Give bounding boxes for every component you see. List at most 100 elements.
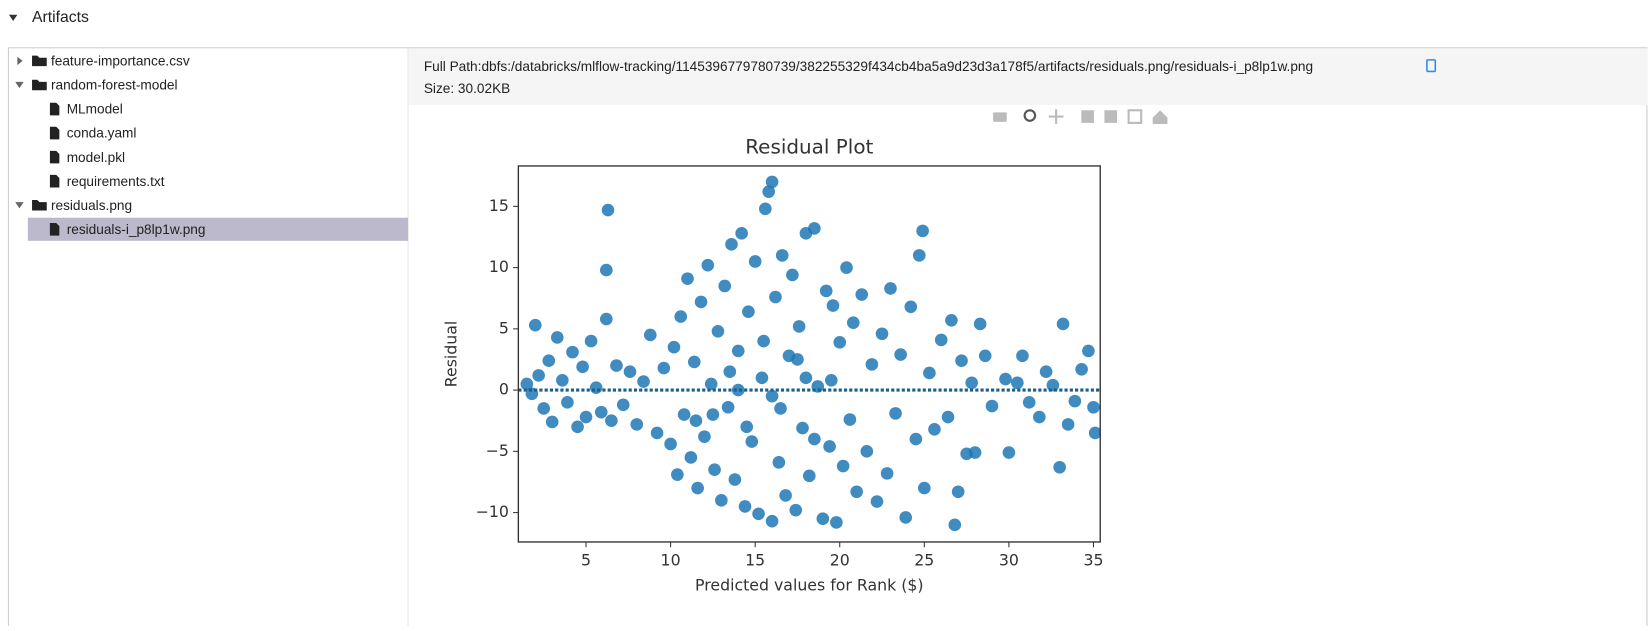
point <box>561 396 574 409</box>
point <box>802 469 816 483</box>
point <box>657 361 671 375</box>
point <box>542 354 556 368</box>
point <box>824 373 838 387</box>
point <box>916 224 929 238</box>
point <box>711 325 725 338</box>
x-tick-label: 5 <box>581 550 591 569</box>
point <box>671 468 684 481</box>
point <box>677 408 691 421</box>
point <box>594 405 608 419</box>
full-path: Full Path:dbfs:/databricks/mlflow-tracki… <box>424 59 1313 74</box>
point <box>1075 362 1088 376</box>
point <box>909 432 923 446</box>
tree-item[interactable]: MLmodel <box>67 102 123 117</box>
point <box>681 272 694 285</box>
toolbar-zoom-out[interactable] <box>1104 110 1118 123</box>
details-header <box>409 48 1648 106</box>
point <box>894 348 907 361</box>
point <box>823 440 836 453</box>
point <box>875 327 889 341</box>
folder-icon <box>32 79 47 91</box>
point <box>1002 446 1016 459</box>
toolbar-zoom[interactable] <box>1023 109 1037 122</box>
point <box>884 282 897 295</box>
point <box>1056 317 1070 331</box>
point <box>899 511 913 524</box>
expand-arrow[interactable] <box>15 81 24 89</box>
plot-frame <box>517 165 1101 543</box>
panel-border <box>7 47 1648 631</box>
point <box>923 366 936 380</box>
x-tick-label: 35 <box>1083 550 1103 569</box>
point <box>725 238 738 251</box>
point <box>779 489 792 502</box>
point <box>748 255 762 268</box>
point <box>1046 378 1060 392</box>
point <box>704 377 718 391</box>
point <box>765 514 779 528</box>
file-icon <box>49 102 60 116</box>
point <box>786 268 799 282</box>
expand-arrow[interactable] <box>17 56 23 66</box>
tree-item[interactable]: requirements.txt <box>67 174 165 189</box>
point <box>528 318 542 332</box>
point <box>836 459 850 473</box>
point <box>904 300 918 314</box>
point <box>701 258 715 272</box>
point <box>833 336 847 349</box>
point <box>616 398 630 412</box>
point <box>728 473 742 486</box>
toolbar-camera[interactable] <box>993 112 1007 122</box>
collapse-toggle[interactable] <box>8 14 18 22</box>
point <box>698 430 711 443</box>
y-tick-label: 10 <box>489 257 509 276</box>
y-tick-label: −10 <box>476 502 509 521</box>
point <box>605 414 618 428</box>
point <box>738 500 752 513</box>
toolbar-home[interactable] <box>1152 110 1168 124</box>
point <box>973 317 987 331</box>
point <box>808 222 821 235</box>
point <box>684 451 698 464</box>
point <box>537 402 551 415</box>
folder-icon <box>32 199 47 211</box>
point <box>799 371 813 385</box>
point <box>846 316 860 330</box>
point <box>600 312 613 326</box>
tree-item[interactable]: random-forest-model <box>51 78 178 93</box>
point <box>1088 426 1101 440</box>
point <box>610 359 623 372</box>
point <box>630 418 644 431</box>
file-icon <box>49 150 60 164</box>
point <box>650 426 664 440</box>
selected-row <box>27 217 409 241</box>
section-title[interactable]: Artifacts <box>32 9 89 26</box>
point <box>1016 349 1029 363</box>
tree-item[interactable]: residuals.png <box>51 198 132 213</box>
point <box>948 518 962 532</box>
file-icon <box>49 174 60 188</box>
point <box>775 249 789 262</box>
toolbar-zoom-in[interactable] <box>1081 110 1094 123</box>
expand-arrow[interactable] <box>15 202 24 209</box>
tree-item[interactable]: residuals-i_p8lp1w.png <box>67 222 206 237</box>
copy-icon[interactable] <box>1426 59 1437 73</box>
point <box>757 334 770 348</box>
tree-item[interactable]: feature-importance.csv <box>51 54 190 69</box>
tree-item[interactable]: conda.yaml <box>67 126 137 141</box>
point <box>978 349 992 363</box>
toolbar-pan[interactable] <box>1048 109 1064 124</box>
point <box>965 376 978 390</box>
tree-item[interactable]: model.pkl <box>67 150 125 165</box>
toolbar-autoscale[interactable] <box>1127 109 1143 124</box>
point <box>721 400 735 414</box>
point <box>674 310 688 323</box>
point <box>1061 418 1075 431</box>
y-tick-label: −5 <box>486 441 509 460</box>
point <box>1033 410 1046 424</box>
x-tick-label: 10 <box>661 550 681 569</box>
point <box>1022 396 1036 409</box>
point <box>571 420 584 434</box>
